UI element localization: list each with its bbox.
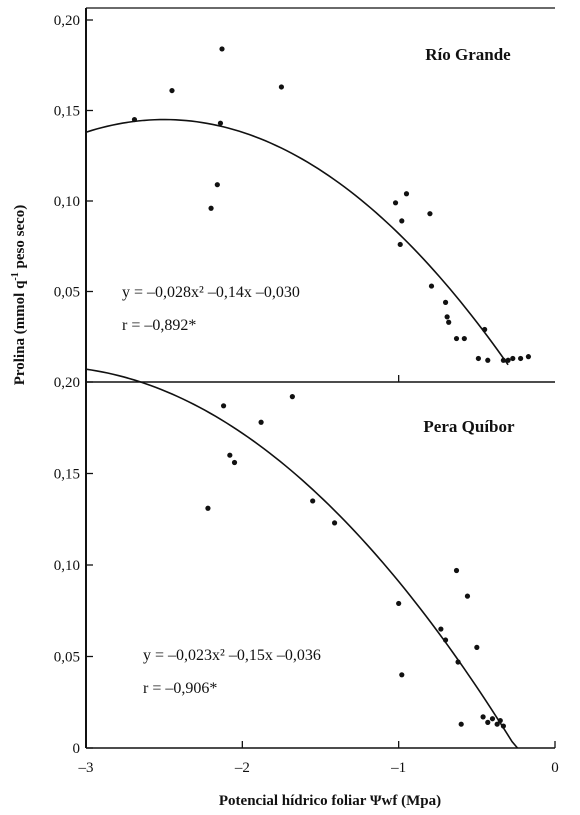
data-point: [310, 498, 316, 504]
y-tick-label: 0,20: [54, 375, 80, 391]
y-tick-label: 0,15: [54, 467, 80, 483]
data-point: [231, 459, 238, 466]
data-point: [485, 719, 491, 725]
data-point: [500, 723, 507, 729]
data-point: [392, 200, 399, 206]
y-tick-label: 0,15: [54, 104, 80, 120]
data-point: [510, 355, 516, 362]
data-point: [485, 357, 491, 363]
data-point: [444, 314, 450, 320]
data-point: [453, 567, 460, 574]
regression-curve: [85, 118, 509, 366]
regression-equation: y = –0,028x² –0,14x –0,030: [122, 284, 300, 301]
correlation-coefficient: r = –0,906*: [143, 680, 217, 697]
data-point: [497, 717, 503, 724]
x-tick-label: –2: [234, 760, 250, 776]
data-point: [453, 335, 460, 342]
data-point: [258, 419, 264, 425]
regression-equation: y = –0,023x² –0,15x –0,036: [143, 647, 321, 664]
data-point: [525, 354, 532, 360]
y-axis-label-superscript: -1: [10, 272, 21, 280]
y-axis-label-rest: peso seco): [12, 205, 28, 273]
y-tick-label: 0,05: [54, 650, 80, 666]
data-point: [464, 593, 471, 599]
data-point: [438, 626, 444, 632]
correlation-coefficient: r = –0,892*: [122, 317, 196, 334]
data-point: [131, 116, 138, 123]
data-point: [500, 357, 507, 363]
data-point: [403, 191, 410, 197]
y-tick-label: 0,10: [54, 558, 80, 574]
data-point: [428, 283, 435, 289]
y-axis-label: Prolina (mmol q-1 peso seco): [10, 205, 28, 386]
data-point: [518, 355, 524, 362]
x-tick-label: 0: [551, 760, 559, 776]
data-point: [489, 716, 496, 722]
data-point: [205, 505, 211, 511]
data-point: [227, 452, 233, 458]
data-point: [458, 721, 464, 727]
y-axis-label-main: Prolina (mmol q: [12, 280, 28, 385]
data-point: [494, 721, 500, 727]
data-point: [427, 211, 433, 217]
data-point: [219, 46, 225, 52]
y-tick-label: 0: [73, 741, 81, 757]
data-point: [475, 355, 481, 362]
x-tick-label: –3: [78, 760, 94, 776]
data-point: [399, 672, 405, 678]
panel-title: Río Grande: [425, 45, 511, 64]
data-point: [278, 84, 285, 90]
data-point: [289, 394, 295, 400]
data-point: [397, 241, 403, 248]
data-point: [474, 644, 480, 650]
data-point: [208, 205, 214, 211]
data-point: [505, 357, 511, 363]
data-point: [169, 87, 175, 94]
data-point: [220, 403, 227, 409]
panel-title: Pera Quíbor: [423, 417, 515, 436]
data-point: [455, 659, 461, 665]
x-axis-label: Potencial hídrico foliar Ψwf (Mpa): [219, 793, 441, 809]
data-point: [461, 335, 467, 342]
data-point: [446, 319, 452, 325]
data-point: [482, 326, 488, 333]
data-point: [399, 218, 405, 224]
data-point: [442, 637, 449, 643]
data-point: [331, 520, 338, 526]
data-point: [214, 182, 220, 188]
panel-rio-grande: 0,05 0,10 0,15 0,20 Río Grande y = –0,028x² –…: [54, 7, 555, 383]
y-tick-label: 0,05: [54, 285, 80, 301]
data-point: [217, 120, 224, 126]
data-point: [480, 714, 486, 720]
y-tick-label: 0,10: [54, 194, 80, 210]
panel-pera-quibor: 0 0,05 0,10 0,15 0,20 –3 –2 –1 0 Pera Quíbor y = –…: [54, 368, 559, 776]
x-tick-label: –1: [390, 760, 406, 776]
y-tick-label: 0,20: [54, 13, 80, 29]
data-point: [396, 600, 402, 607]
data-point: [442, 299, 449, 305]
